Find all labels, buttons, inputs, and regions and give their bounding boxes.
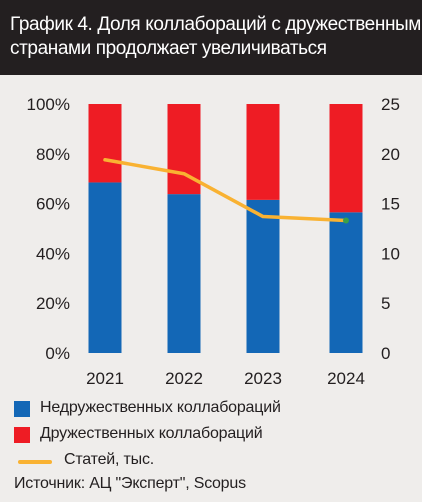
y-left-tick-label: 60% bbox=[36, 195, 70, 214]
chart-title-line-2: странами продолжает увеличиваться bbox=[10, 38, 327, 59]
y-left-tick-label: 80% bbox=[36, 145, 70, 164]
legend-label-unfriendly: Недружественных коллабораций bbox=[40, 399, 281, 416]
y-left-tick-label: 40% bbox=[36, 244, 70, 263]
y-right-tick-label: 5 bbox=[381, 294, 390, 313]
x-tick-label-2023: 2023 bbox=[244, 369, 282, 388]
chart-title-banner: График 4. Доля коллабораций с дружествен… bbox=[0, 0, 422, 75]
bar-unfriendly-2022 bbox=[167, 194, 201, 353]
x-tick-label-2024: 2024 bbox=[327, 369, 365, 388]
y-right-tick-label: 20 bbox=[381, 145, 400, 164]
legend-label-friendly: Дружественных коллабораций bbox=[40, 425, 263, 442]
x-tick-label-2022: 2022 bbox=[165, 369, 203, 388]
legend-line-articles bbox=[18, 460, 52, 464]
y-left-tick-label: 20% bbox=[36, 294, 70, 313]
stacked-bar-chart: 0% 20% 40% 60% 80% 100% 0 5 10 15 20 25 2021 2022 2023… bbox=[27, 95, 400, 388]
y-right-tick-label: 15 bbox=[381, 195, 400, 214]
x-tick-label-2021: 2021 bbox=[86, 369, 124, 388]
y-right-tick-label: 0 bbox=[381, 344, 390, 363]
source-note: Источник: АЦ "Эксперт", Scopus bbox=[14, 475, 246, 492]
bar-friendly-2021 bbox=[88, 104, 122, 183]
legend-swatch-unfriendly bbox=[14, 401, 30, 417]
point-articles-2024 bbox=[343, 217, 349, 224]
bar-friendly-2023 bbox=[246, 104, 280, 200]
legend-swatch-friendly bbox=[14, 427, 30, 443]
y-left-tick-label: 0% bbox=[45, 344, 70, 363]
bar-unfriendly-2021 bbox=[88, 182, 122, 353]
bar-unfriendly-2024 bbox=[329, 212, 363, 353]
line-articles bbox=[103, 158, 348, 223]
bar-unfriendly-2023 bbox=[246, 199, 280, 353]
y-left-tick-label: 100% bbox=[27, 95, 70, 114]
bar-friendly-2024 bbox=[329, 104, 363, 213]
chart-title-line-1: График 4. Доля коллабораций с дружествен… bbox=[10, 14, 422, 35]
legend-label-articles: Статей, тыс. bbox=[64, 451, 154, 468]
y-right-tick-label: 25 bbox=[381, 95, 400, 114]
y-right-tick-label: 10 bbox=[381, 244, 400, 263]
